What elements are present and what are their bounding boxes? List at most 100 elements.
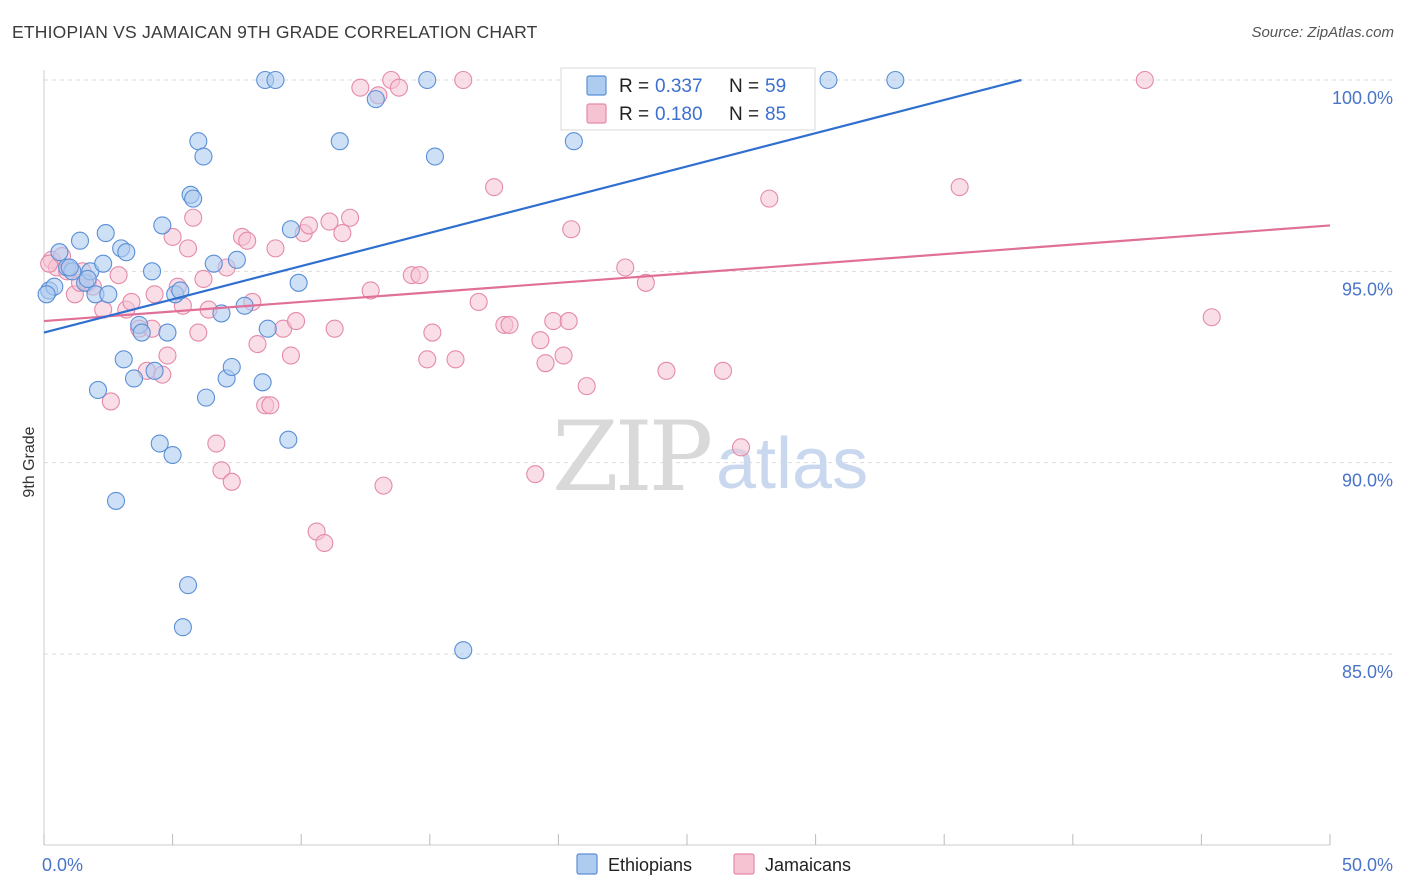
jamaican-point: [950, 178, 969, 197]
legend-n-label-eth: N =: [729, 76, 759, 97]
jamaican-point: [163, 227, 182, 246]
jamaican-point: [189, 323, 208, 342]
jamaican-point: [341, 208, 360, 227]
jamaican-point: [562, 220, 581, 239]
ethiopian-point: [60, 258, 79, 277]
jamaican-point: [178, 239, 198, 258]
bottom-ethiopians-label: Ethiopians: [608, 855, 692, 875]
ethiopian-point: [37, 285, 56, 304]
ethiopian-point: [289, 273, 308, 292]
jamaican-point: [469, 292, 488, 311]
jamaican-point: [207, 434, 226, 453]
chart-title: ETHIOPIAN VS JAMAICAN 9TH GRADE CORRELAT…: [12, 22, 538, 42]
ethiopian-point: [124, 369, 144, 388]
jamaican-point: [713, 361, 733, 380]
legend-n-value-eth: 59: [765, 76, 786, 97]
ethiopian-point: [258, 319, 277, 338]
x-tick-label: 50.0%: [1342, 855, 1393, 875]
ethiopian-point: [279, 430, 298, 449]
jamaican-point: [184, 208, 203, 227]
legend-r-value-eth: 0.337: [655, 76, 703, 97]
ethiopian-point: [132, 323, 151, 342]
ethiopian-point: [145, 361, 164, 380]
legend-r-value-jam: 0.180: [655, 104, 703, 125]
ethiopian-point: [163, 445, 182, 465]
jamaican-point: [101, 392, 120, 411]
ethiopian-point: [819, 70, 838, 90]
ethiopian-point: [78, 269, 97, 289]
y-tick-label: 85.0%: [1342, 662, 1393, 682]
legend-n-label-jam: N =: [729, 104, 759, 125]
jamaican-point: [266, 239, 285, 258]
ethiopian-point: [194, 147, 213, 166]
y-axis-label: 9th Grade: [21, 426, 38, 497]
jamaican-point: [423, 323, 442, 342]
jamaican-point: [351, 78, 370, 97]
jamaican-point: [281, 346, 300, 365]
ethiopian-point: [418, 70, 437, 90]
jamaican-point: [536, 354, 555, 373]
ethiopian-point: [227, 250, 246, 269]
jamaican-point: [1202, 308, 1221, 327]
jamaican-point: [657, 361, 676, 380]
jamaican-point: [248, 334, 267, 354]
jamaican-point: [320, 212, 339, 231]
watermark-zip: ZIP: [552, 401, 711, 513]
ethiopian-point: [50, 243, 69, 262]
ethiopian-point: [204, 254, 223, 273]
jamaican-point: [731, 438, 751, 457]
trendlines: [43, 78, 1331, 334]
ethiopian-point: [178, 576, 198, 595]
ethiopian-point: [189, 132, 208, 151]
jamaican-point: [410, 266, 429, 285]
jamaican-point: [194, 269, 213, 289]
ethiopian-point: [184, 189, 203, 208]
ethiopian-point: [886, 70, 905, 90]
jamaican-point: [418, 350, 437, 369]
ethiopian-point: [99, 285, 118, 304]
ethiopian-point: [253, 373, 272, 392]
jamaican-point: [145, 285, 164, 304]
ethiopian-point: [153, 216, 172, 235]
x-ticks: [43, 834, 1331, 845]
ethiopians-points: [37, 70, 905, 660]
ethiopian-point: [142, 262, 162, 281]
y-tick-label: 100.0%: [1332, 88, 1393, 108]
jamaican-point: [559, 312, 578, 331]
ethiopian-point: [94, 254, 113, 273]
ethiopian-point: [281, 220, 300, 239]
bottom-jamaicans-label: Jamaicans: [765, 855, 851, 875]
ethiopian-point: [106, 491, 126, 510]
jamaican-point: [454, 70, 473, 90]
legend-r-label-eth: R =: [619, 76, 649, 97]
jamaican-point: [577, 377, 596, 396]
jamaican-point: [485, 178, 504, 197]
series-legend: Ethiopians Jamaicans: [576, 853, 851, 875]
jamaican-point: [1135, 70, 1154, 90]
y-tick-label: 90.0%: [1342, 471, 1393, 491]
jamaican-point: [544, 312, 563, 331]
ethiopian-point: [173, 618, 192, 637]
legend-n-value-jam: 85: [765, 104, 786, 125]
jamaican-point: [446, 350, 465, 369]
ethiopian-point: [564, 132, 583, 151]
ethiopian-point: [196, 388, 216, 407]
ethiopian-point: [366, 90, 385, 109]
jamaican-point: [361, 281, 380, 300]
ethiopian-point: [454, 641, 473, 660]
legend-r-label-jam: R =: [619, 104, 649, 125]
watermark-atlas: atlas: [716, 424, 868, 504]
y-tick-label: 95.0%: [1342, 279, 1393, 299]
bottom-jamaicans-swatch: [733, 853, 755, 875]
jamaican-point: [500, 315, 519, 334]
ethiopian-point: [330, 132, 349, 151]
jamaican-point: [261, 396, 280, 415]
stats-legend: R = 0.337 N = 59 R = 0.180 N = 85: [560, 67, 816, 131]
ethiopians-swatch: [586, 75, 607, 96]
jamaican-point: [158, 346, 177, 365]
x-tick-labels: 0.0% 50.0%: [42, 855, 1393, 875]
jamaican-point: [222, 472, 241, 491]
jamaican-point: [299, 216, 318, 235]
ethiopian-point: [266, 70, 285, 90]
